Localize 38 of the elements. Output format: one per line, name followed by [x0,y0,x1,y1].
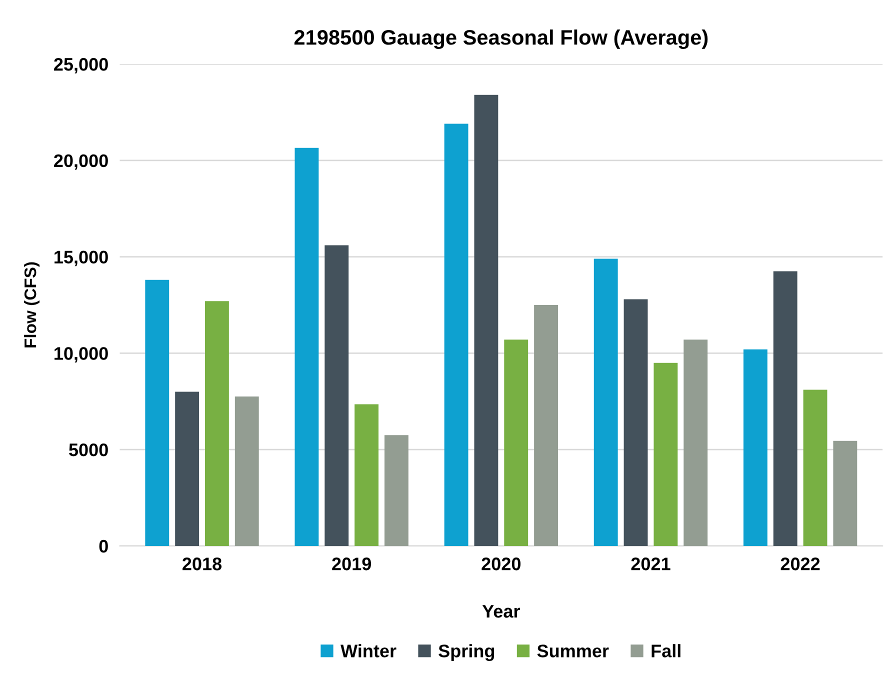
legend-label: Summer [537,644,609,658]
bar [175,392,200,546]
bar [474,94,498,546]
bar [384,435,408,546]
y-tick-label: 25,000 [54,58,108,74]
x-tick-label: 2021 [631,558,670,570]
bar [773,271,798,546]
legend-label: Spring [438,644,494,662]
bar [145,280,170,546]
bar [234,396,259,546]
bar [354,404,379,546]
bar [684,340,708,546]
y-axis-title: Flow (CFS) [24,262,40,348]
bar [534,304,558,546]
y-tick-label: 0 [99,540,108,553]
y-tick-label: 10,000 [54,347,108,363]
bar [504,340,528,546]
x-axis-title: Year [482,605,520,618]
x-tick-label: 2018 [182,558,222,570]
bar [833,440,858,546]
y-tick-label: 20,000 [54,154,108,170]
legend-label: Fall [652,644,680,658]
bar [205,301,229,546]
bar [803,390,828,546]
bar [743,349,768,546]
x-tick-label: 2020 [482,558,520,570]
y-tick-label: 5000 [69,443,108,456]
bar [624,299,648,546]
bar [324,245,349,546]
bar [594,258,618,546]
bar [294,148,319,546]
y-tick-label: 15,000 [54,250,108,266]
bar [654,362,678,546]
chart-title: 2198500 Gauage Seasonal Flow (Average) [294,29,708,49]
legend-label: Winter [340,644,396,658]
x-tick-label: 2022 [780,558,820,570]
bar [444,124,468,546]
x-tick-label: 2019 [332,558,371,570]
